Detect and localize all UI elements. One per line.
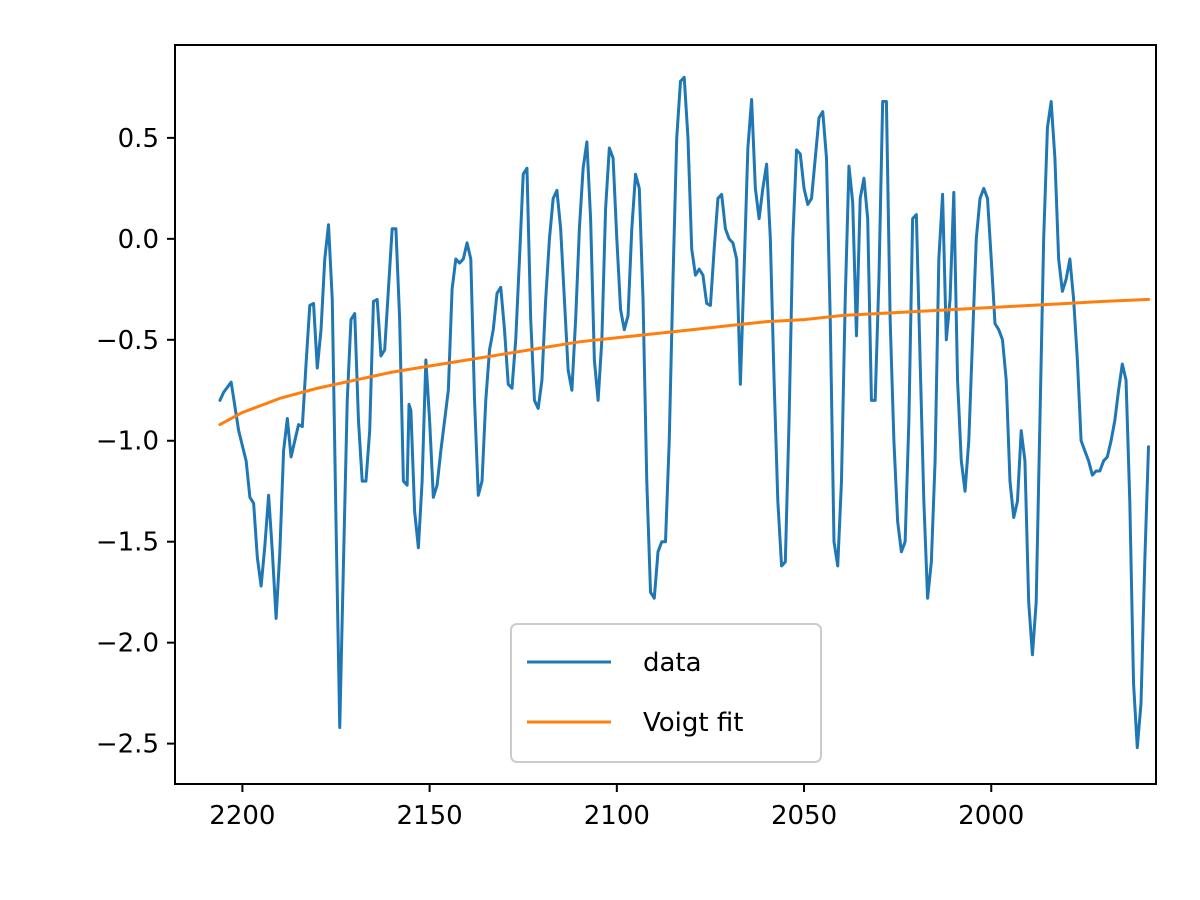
x-tick-label: 2200 [209, 801, 275, 831]
y-tick-label: −2.0 [96, 629, 159, 659]
legend: data Voigt fit [510, 623, 822, 763]
legend-label: data [643, 648, 702, 678]
y-tick-label: −2.5 [96, 730, 159, 760]
x-tick-label: 2100 [584, 801, 650, 831]
y-axis: 0.5 0.0 −0.5 −1.0 −1.5 −2.0 −2.5 [96, 124, 175, 760]
series-line-voigt-fit [218, 297, 1151, 427]
series-layer [218, 75, 1151, 750]
x-axis: 2200 2150 2100 2050 2000 [209, 784, 1024, 831]
y-tick-label: −1.0 [96, 427, 159, 457]
y-tick-label: −1.5 [96, 528, 159, 558]
plot-frame [174, 44, 1157, 785]
y-tick-label: 0.5 [118, 124, 159, 154]
legend-label: Voigt fit [643, 708, 743, 738]
y-tick-label: 0.0 [118, 225, 159, 255]
y-tick-label: −0.5 [96, 326, 159, 356]
x-tick-label: 2150 [397, 801, 463, 831]
series-line-data [218, 75, 1151, 750]
x-tick-label: 2050 [771, 801, 837, 831]
x-tick-label: 2000 [958, 801, 1024, 831]
legend-box [510, 623, 822, 763]
